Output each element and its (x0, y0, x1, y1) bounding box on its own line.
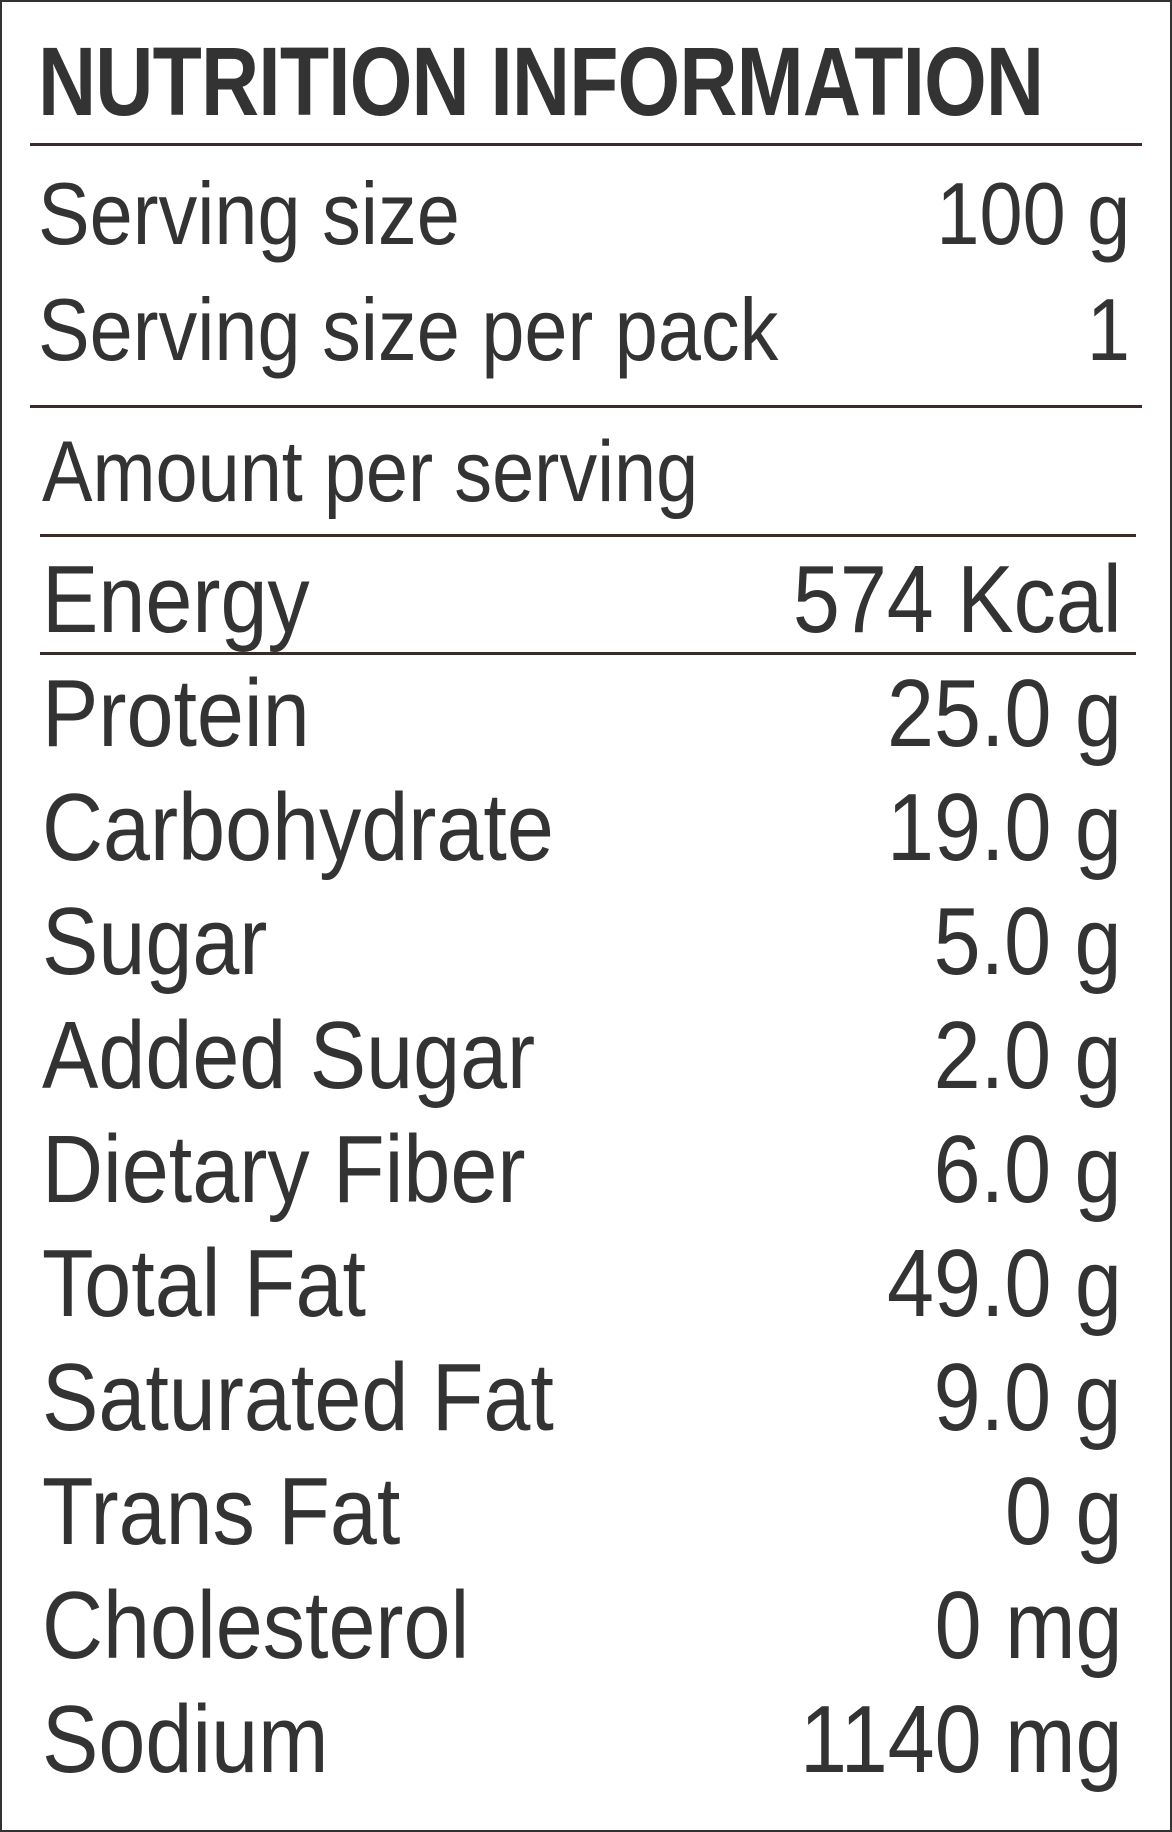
nutrient-label: Cholesterol (42, 1572, 470, 1679)
nutrient-value: 49.0 g (887, 1230, 1122, 1337)
nutrient-label: Total Fat (42, 1230, 366, 1337)
nutrient-label: Sugar (42, 888, 268, 995)
serving-divider (30, 405, 1142, 408)
nutrient-value: 9.0 g (934, 1344, 1122, 1451)
nutrient-row: Cholesterol 0 mg (42, 1571, 1122, 1681)
nutrient-label: Dietary Fiber (42, 1116, 526, 1223)
serving-size-row: Serving size 100 g (38, 164, 1130, 264)
energy-value: 574 Kcal (793, 546, 1122, 653)
nutrient-row: Total Fat 49.0 g (42, 1229, 1122, 1339)
nutrient-label: Carbohydrate (42, 774, 554, 881)
nutrient-row: Trans Fat 0 g (42, 1457, 1122, 1567)
title-divider (30, 143, 1142, 146)
energy-divider (40, 652, 1136, 655)
nutrient-value: 25.0 g (887, 660, 1122, 767)
nutrient-row: Dietary Fiber 6.0 g (42, 1115, 1122, 1225)
serving-per-pack-value: 1 (1086, 280, 1130, 379)
nutrient-row: Carbohydrate 19.0 g (42, 773, 1122, 883)
nutrient-value: 6.0 g (934, 1116, 1122, 1223)
nutrient-value: 0 g (1004, 1458, 1122, 1565)
nutrient-value: 1140 mg (799, 1686, 1122, 1793)
nutrient-row: Sodium 1140 mg (42, 1685, 1122, 1795)
nutrient-row: Protein 25.0 g (42, 659, 1122, 769)
amount-per-serving-row: Amount per serving (42, 422, 1122, 522)
serving-size-label: Serving size (38, 164, 460, 263)
nutrient-value: 0 mg (934, 1572, 1122, 1679)
nutrient-row: Saturated Fat 9.0 g (42, 1343, 1122, 1453)
serving-size-value: 100 g (936, 164, 1130, 263)
nutrient-label: Sodium (42, 1686, 329, 1793)
nutrient-value: 5.0 g (934, 888, 1122, 995)
amount-per-serving-label: Amount per serving (42, 424, 699, 520)
nutrient-value: 2.0 g (934, 1002, 1122, 1109)
nutrient-label: Protein (42, 660, 310, 767)
serving-per-pack-label: Serving size per pack (38, 280, 779, 379)
energy-label: Energy (42, 546, 310, 653)
nutrient-row: Sugar 5.0 g (42, 887, 1122, 997)
energy-row: Energy 574 Kcal (42, 545, 1122, 655)
serving-per-pack-row: Serving size per pack 1 (38, 280, 1130, 380)
nutrient-row: Added Sugar 2.0 g (42, 1001, 1122, 1111)
nutrient-label: Added Sugar (42, 1002, 536, 1109)
nutrient-value: 19.0 g (887, 774, 1122, 881)
nutrient-label: Trans Fat (42, 1458, 401, 1565)
nutrient-label: Saturated Fat (42, 1344, 554, 1451)
amount-divider (40, 534, 1136, 537)
label-title: NUTRITION INFORMATION (38, 27, 1044, 136)
